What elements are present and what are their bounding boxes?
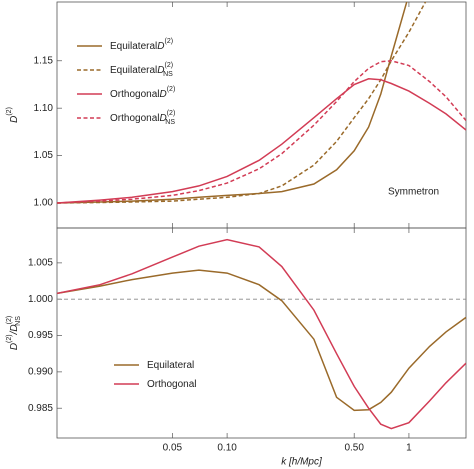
series-line: [57, 238, 466, 430]
series-line: [57, 269, 466, 412]
symbol-sup: (2): [6, 334, 13, 343]
y-tick-label: 0.985: [28, 403, 53, 414]
y-tick-label: 1.00: [34, 198, 54, 209]
symbol-sub: NS: [15, 316, 22, 326]
plot-frame: [56, 227, 467, 439]
symbol-sup: (2): [6, 316, 13, 325]
legend-name: Equilateral: [110, 41, 157, 52]
legend-label: EquilateralD(2) NS: [110, 62, 173, 78]
symbol-base: D: [159, 89, 166, 100]
legend-label: Equilateral: [147, 360, 194, 371]
symbol-mid: /D: [9, 324, 20, 335]
legend-label: OrthogonalD(2): [110, 86, 175, 100]
series-line: [57, 60, 466, 204]
symbol-base: D: [9, 116, 20, 123]
x-tick-label: 1: [406, 443, 412, 454]
symbol-sup: (2): [165, 38, 174, 45]
legend-name: Equilateral: [110, 65, 157, 76]
legend-label: OrthogonalD(2) NS: [110, 110, 175, 126]
legend-name: Equilateral: [147, 360, 194, 371]
x-axis-label: k [h/Mpc]: [281, 457, 322, 468]
y-tick-label: 1.15: [34, 55, 54, 66]
y-axis-label: D(2)/D(2) NS: [6, 316, 22, 350]
symbol-sup: (2): [165, 62, 174, 69]
series-group: [57, 2, 466, 204]
symbol-base: D: [9, 343, 20, 350]
y-tick-label: 1.10: [34, 103, 54, 114]
y-tick-label: 0.995: [28, 330, 53, 341]
symbol-base: D: [159, 113, 166, 124]
series-line: [57, 2, 408, 204]
series-group: [57, 238, 466, 430]
series-line: [57, 2, 427, 204]
y-tick-label: 1.000: [28, 294, 53, 305]
legend-name: Orthogonal: [110, 89, 159, 100]
symbol-sub: NS: [165, 119, 175, 126]
series-line: [57, 78, 466, 204]
annotation: Symmetron: [388, 187, 439, 198]
y-tick-label: 1.005: [28, 258, 53, 269]
x-tick-label: 0.05: [163, 443, 183, 454]
legend-label: Orthogonal: [147, 379, 196, 390]
x-tick-label: 0.10: [217, 443, 237, 454]
symbol-sup: (2): [6, 107, 13, 116]
symbol-base: D: [157, 65, 164, 76]
y-axis-label: D(2): [6, 107, 20, 123]
symbol-sub: NS: [163, 71, 173, 78]
symbol-base: D: [157, 41, 164, 52]
y-tick-label: 1.05: [34, 150, 54, 161]
symbol-sup: (2): [167, 110, 176, 117]
legend-name: Orthogonal: [110, 113, 159, 124]
x-tick-label: 0.50: [344, 443, 364, 454]
legend-name: Orthogonal: [147, 379, 196, 390]
y-tick-label: 0.990: [28, 367, 53, 378]
legend-label: EquilateralD(2): [110, 38, 173, 52]
symbol-sup: (2): [167, 86, 176, 93]
